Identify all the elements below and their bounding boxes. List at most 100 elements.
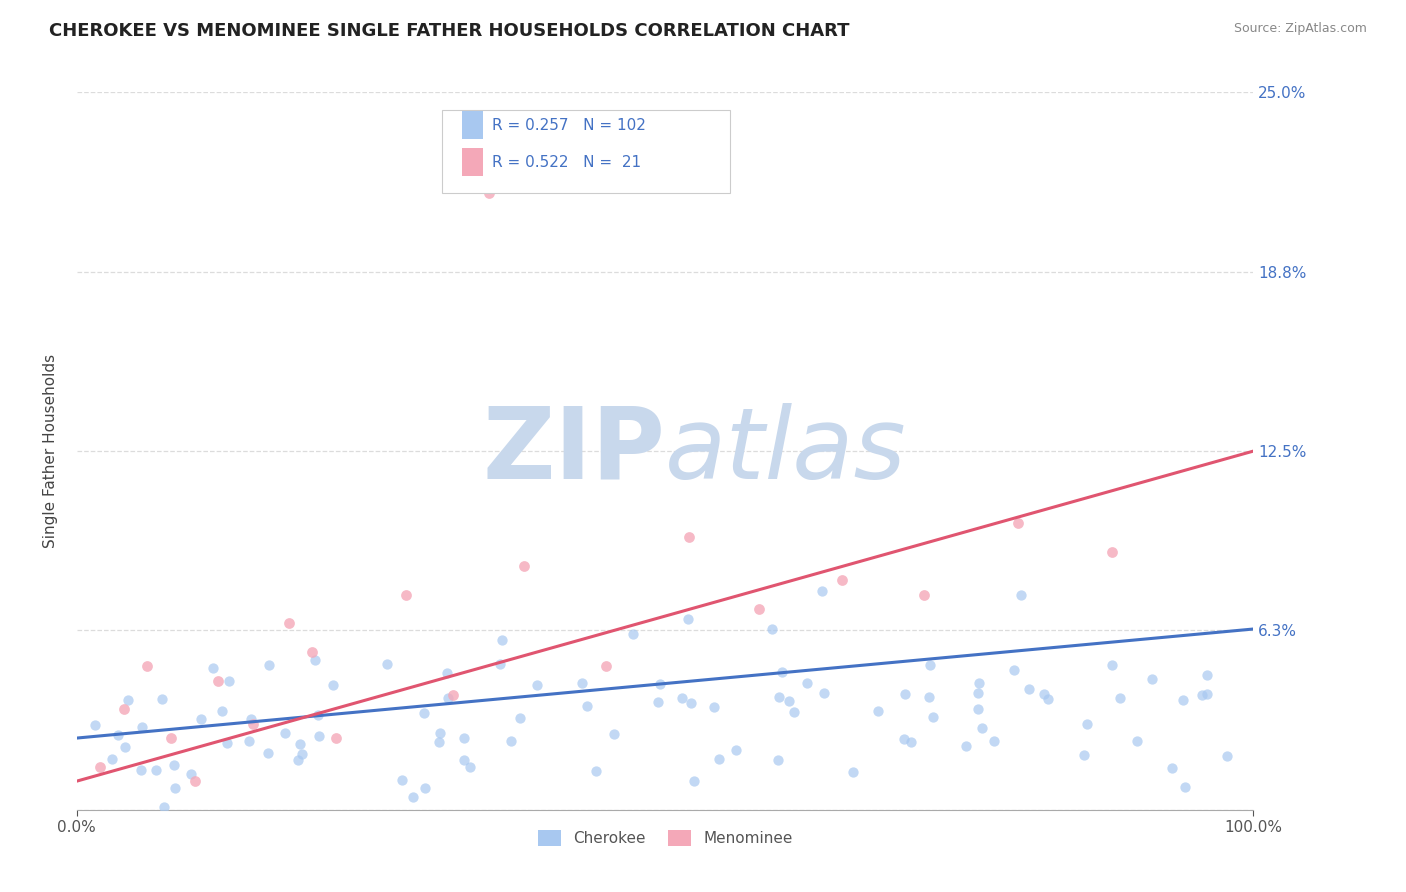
Point	[761, 622, 783, 636]
Point	[163, 758, 186, 772]
Point	[972, 721, 994, 735]
Point	[918, 690, 941, 705]
Point	[966, 702, 988, 716]
Point	[391, 773, 413, 788]
Point	[707, 752, 730, 766]
Point	[304, 653, 326, 667]
Point	[401, 789, 423, 804]
Point	[1073, 748, 1095, 763]
Point	[202, 661, 225, 675]
Text: atlas: atlas	[665, 402, 907, 500]
Point	[1126, 733, 1149, 747]
Point	[1010, 588, 1032, 602]
Point	[770, 665, 793, 679]
Point	[703, 699, 725, 714]
Point	[453, 731, 475, 745]
Point	[288, 737, 311, 751]
Point	[112, 702, 135, 716]
Point	[240, 713, 263, 727]
Point	[681, 697, 703, 711]
Point	[526, 678, 548, 692]
Point	[322, 678, 344, 692]
Point	[595, 659, 617, 673]
Point	[307, 708, 329, 723]
Text: R = 0.257   N = 102: R = 0.257 N = 102	[492, 118, 647, 133]
Y-axis label: Single Father Households: Single Father Households	[44, 354, 58, 549]
Point	[678, 612, 700, 626]
Point	[1002, 663, 1025, 677]
Point	[1038, 692, 1060, 706]
Point	[513, 558, 536, 573]
Point	[84, 718, 107, 732]
Point	[1140, 672, 1163, 686]
Point	[1101, 657, 1123, 672]
Point	[429, 726, 451, 740]
Text: R = 0.522   N =  21: R = 0.522 N = 21	[492, 154, 641, 169]
Text: CHEROKEE VS MENOMINEE SINGLE FATHER HOUSEHOLDS CORRELATION CHART: CHEROKEE VS MENOMINEE SINGLE FATHER HOUS…	[49, 22, 849, 40]
Point	[441, 688, 464, 702]
Point	[894, 687, 917, 701]
Point	[1191, 689, 1213, 703]
Point	[893, 731, 915, 746]
Point	[145, 763, 167, 777]
Point	[831, 573, 853, 587]
Point	[678, 530, 700, 544]
Point	[211, 704, 233, 718]
Point	[983, 734, 1005, 748]
Point	[395, 588, 418, 602]
Point	[648, 676, 671, 690]
Point	[136, 659, 159, 673]
Point	[325, 731, 347, 745]
Point	[918, 657, 941, 672]
Point	[768, 690, 790, 704]
Text: ZIP: ZIP	[482, 402, 665, 500]
Point	[621, 626, 644, 640]
Point	[841, 765, 863, 780]
Point	[152, 800, 174, 814]
Point	[190, 712, 212, 726]
Point	[1018, 681, 1040, 696]
Point	[1076, 717, 1098, 731]
Point	[242, 716, 264, 731]
Point	[967, 686, 990, 700]
Point	[1195, 668, 1218, 682]
Point	[603, 726, 626, 740]
Point	[89, 760, 111, 774]
Point	[436, 665, 458, 680]
Point	[1033, 686, 1056, 700]
Point	[1171, 693, 1194, 707]
Point	[1007, 516, 1029, 530]
Point	[183, 774, 205, 789]
Point	[748, 602, 770, 616]
Point	[437, 691, 460, 706]
FancyBboxPatch shape	[441, 111, 730, 193]
Point	[866, 704, 889, 718]
Point	[287, 754, 309, 768]
Point	[129, 763, 152, 777]
Point	[571, 676, 593, 690]
Point	[107, 728, 129, 742]
Point	[1215, 748, 1237, 763]
Point	[489, 657, 512, 672]
Point	[1101, 544, 1123, 558]
Point	[180, 767, 202, 781]
Point	[1109, 690, 1132, 705]
Point	[796, 675, 818, 690]
Point	[238, 734, 260, 748]
FancyBboxPatch shape	[461, 112, 482, 139]
Point	[274, 726, 297, 740]
Point	[413, 706, 436, 721]
Point	[499, 733, 522, 747]
Point	[900, 734, 922, 748]
Point	[117, 693, 139, 707]
Point	[207, 673, 229, 688]
Point	[647, 695, 669, 709]
Text: Source: ZipAtlas.com: Source: ZipAtlas.com	[1233, 22, 1367, 36]
Point	[215, 736, 238, 750]
Point	[160, 731, 183, 745]
Point	[478, 186, 501, 200]
Point	[682, 773, 704, 788]
Point	[150, 692, 173, 706]
Point	[491, 632, 513, 647]
Point	[114, 740, 136, 755]
